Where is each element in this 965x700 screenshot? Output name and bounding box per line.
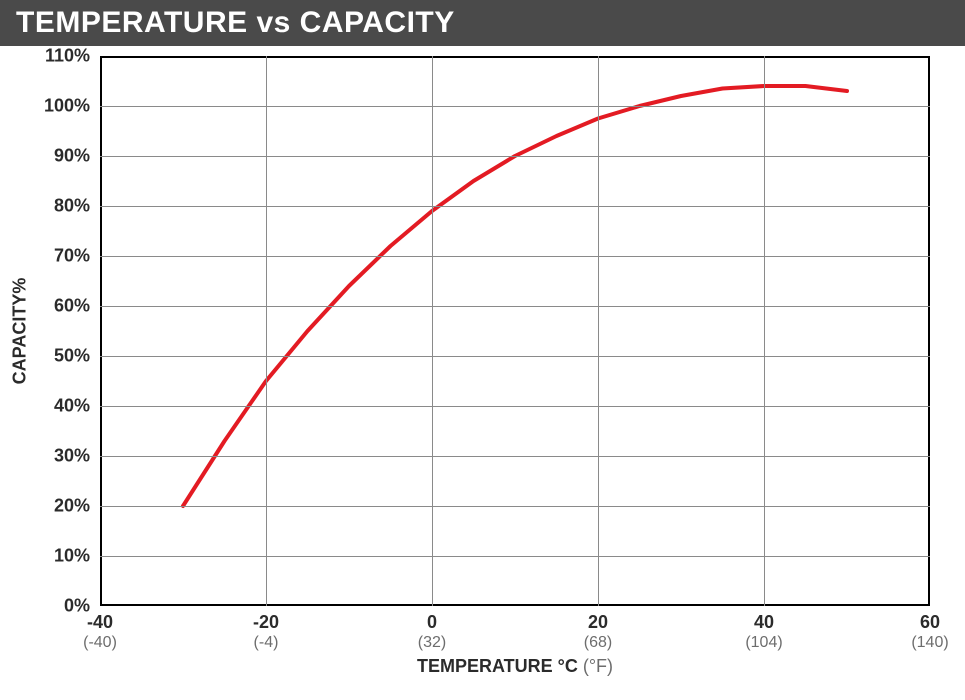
x-tick-label: -40 bbox=[87, 612, 113, 633]
x-tick-sublabel: (-4) bbox=[254, 634, 279, 652]
gridline-h bbox=[100, 306, 930, 307]
gridline-h bbox=[100, 506, 930, 507]
x-tick-label: 40 bbox=[754, 612, 774, 633]
y-tick-label: 100% bbox=[30, 96, 90, 117]
y-tick-label: 10% bbox=[30, 546, 90, 567]
chart-curve bbox=[0, 0, 965, 700]
x-tick-label: -20 bbox=[253, 612, 279, 633]
y-tick-label: 80% bbox=[30, 196, 90, 217]
y-tick-label: 30% bbox=[30, 446, 90, 467]
y-tick-label: 40% bbox=[30, 396, 90, 417]
y-tick-label: 20% bbox=[30, 496, 90, 517]
gridline-h bbox=[100, 456, 930, 457]
x-tick-sublabel: (104) bbox=[745, 634, 782, 652]
y-tick-label: 110% bbox=[30, 46, 90, 67]
x-tick-sublabel: (68) bbox=[584, 634, 612, 652]
y-tick-label: 70% bbox=[30, 246, 90, 267]
series-line bbox=[183, 86, 847, 506]
gridline-v bbox=[432, 56, 433, 606]
x-tick-sublabel: (32) bbox=[418, 634, 446, 652]
gridline-v bbox=[598, 56, 599, 606]
gridline-v bbox=[266, 56, 267, 606]
x-tick-label: 0 bbox=[427, 612, 437, 633]
y-tick-label: 90% bbox=[30, 146, 90, 167]
gridline-h bbox=[100, 156, 930, 157]
gridline-h bbox=[100, 206, 930, 207]
x-tick-label: 20 bbox=[588, 612, 608, 633]
gridline-v bbox=[764, 56, 765, 606]
gridline-h bbox=[100, 106, 930, 107]
gridline-h bbox=[100, 406, 930, 407]
y-tick-label: 0% bbox=[30, 596, 90, 617]
x-tick-label: 60 bbox=[920, 612, 940, 633]
x-tick-sublabel: (140) bbox=[911, 634, 948, 652]
gridline-h bbox=[100, 256, 930, 257]
gridline-h bbox=[100, 356, 930, 357]
x-tick-sublabel: (-40) bbox=[83, 634, 117, 652]
y-tick-label: 50% bbox=[30, 346, 90, 367]
y-tick-label: 60% bbox=[30, 296, 90, 317]
gridline-h bbox=[100, 556, 930, 557]
